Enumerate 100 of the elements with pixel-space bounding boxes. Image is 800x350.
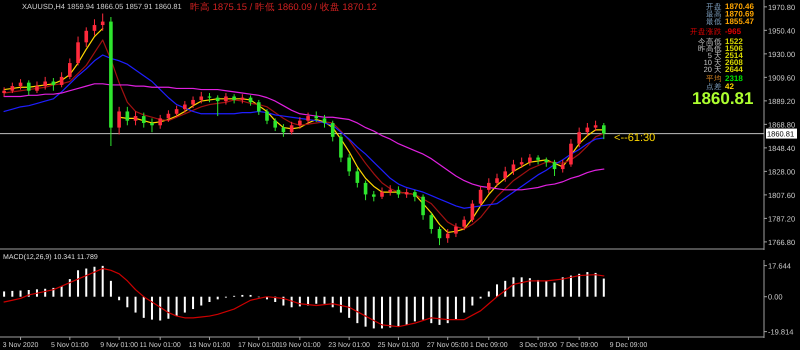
bar — [545, 280, 548, 297]
candlestick — [100, 13, 104, 32]
bar — [381, 296, 383, 328]
candlestick — [208, 92, 212, 103]
candlestick — [216, 94, 220, 117]
bar — [118, 296, 120, 300]
candlestick — [191, 96, 195, 109]
bar — [20, 290, 22, 297]
candlestick — [330, 120, 335, 142]
candlestick — [76, 36, 80, 66]
candlestick — [240, 94, 244, 104]
candlestick — [421, 194, 425, 220]
candlestick — [2, 86, 6, 97]
candlestick — [446, 228, 450, 244]
bar — [578, 274, 580, 297]
bar — [110, 280, 112, 297]
candlestick — [364, 180, 368, 201]
candlestick — [577, 127, 581, 148]
candlestick — [273, 118, 278, 132]
bar — [102, 266, 104, 297]
candlestick — [495, 173, 499, 187]
bar — [11, 290, 14, 297]
bar — [93, 266, 96, 297]
bar — [430, 296, 432, 324]
bar — [520, 277, 523, 297]
bar — [537, 280, 540, 297]
bar — [60, 286, 63, 297]
bar — [216, 296, 219, 300]
bar — [159, 296, 162, 320]
bar — [85, 268, 88, 297]
candlestick — [134, 110, 138, 126]
annotation: 1860.81 — [692, 89, 754, 108]
candlestick — [265, 108, 269, 125]
candlestick — [10, 82, 14, 94]
bar — [340, 296, 342, 313]
candlestick — [314, 110, 318, 122]
bar — [488, 291, 490, 297]
bar — [446, 296, 449, 324]
bar — [68, 279, 71, 297]
bar — [454, 296, 457, 320]
bar — [562, 277, 564, 297]
bar — [594, 272, 597, 297]
bar — [126, 296, 128, 308]
candlestick — [602, 122, 606, 140]
bar — [463, 296, 466, 313]
bar — [554, 282, 556, 297]
bar — [397, 296, 400, 327]
bar — [570, 276, 572, 297]
candlestick — [224, 92, 228, 106]
candlestick — [396, 186, 400, 198]
candlestick — [43, 76, 47, 90]
bar — [422, 296, 424, 320]
candlestick — [486, 178, 491, 194]
candlestick — [528, 154, 532, 166]
bar — [142, 296, 145, 318]
line-series — [4, 83, 604, 190]
bar — [356, 296, 358, 324]
candlestick — [569, 138, 573, 168]
candlestick — [232, 94, 236, 104]
candlestick — [52, 78, 56, 92]
candlestick — [60, 72, 64, 88]
candlestick — [199, 91, 204, 104]
bar — [471, 296, 474, 306]
candlestick — [478, 186, 482, 206]
bar — [134, 296, 137, 313]
candlestick — [282, 124, 286, 138]
candlestick — [26, 80, 31, 96]
candlestick — [404, 188, 408, 198]
candlestick — [586, 122, 590, 136]
bar — [3, 291, 6, 297]
candlestick — [552, 159, 556, 176]
annotation: <--61:30 — [614, 132, 656, 144]
bar — [208, 296, 210, 302]
candlestick — [92, 18, 96, 36]
candlestick — [142, 112, 146, 128]
candlestick — [536, 154, 540, 165]
candlestick — [429, 212, 434, 234]
bar — [389, 296, 392, 328]
chart-subtitle: 昨高 1875.15 / 昨低 1860.09 / 收盘 1870.12 — [190, 1, 377, 13]
candlestick — [35, 81, 39, 94]
candlestick — [183, 100, 187, 114]
candlestick — [356, 167, 360, 188]
candlestick — [380, 187, 384, 200]
bar — [176, 296, 178, 316]
bar — [414, 296, 416, 322]
bar — [192, 296, 194, 310]
bar — [372, 296, 375, 328]
candlestick — [248, 94, 252, 106]
candlestick — [158, 114, 162, 130]
candlestick — [298, 116, 302, 130]
candlestick — [503, 166, 508, 182]
bar — [200, 296, 202, 306]
bar — [77, 270, 80, 297]
bar — [406, 296, 408, 325]
candlestick — [306, 112, 310, 125]
bar — [364, 296, 367, 327]
candlestick — [347, 154, 351, 176]
candlestick — [512, 159, 516, 176]
bar — [528, 278, 531, 297]
candlestick — [174, 105, 178, 118]
